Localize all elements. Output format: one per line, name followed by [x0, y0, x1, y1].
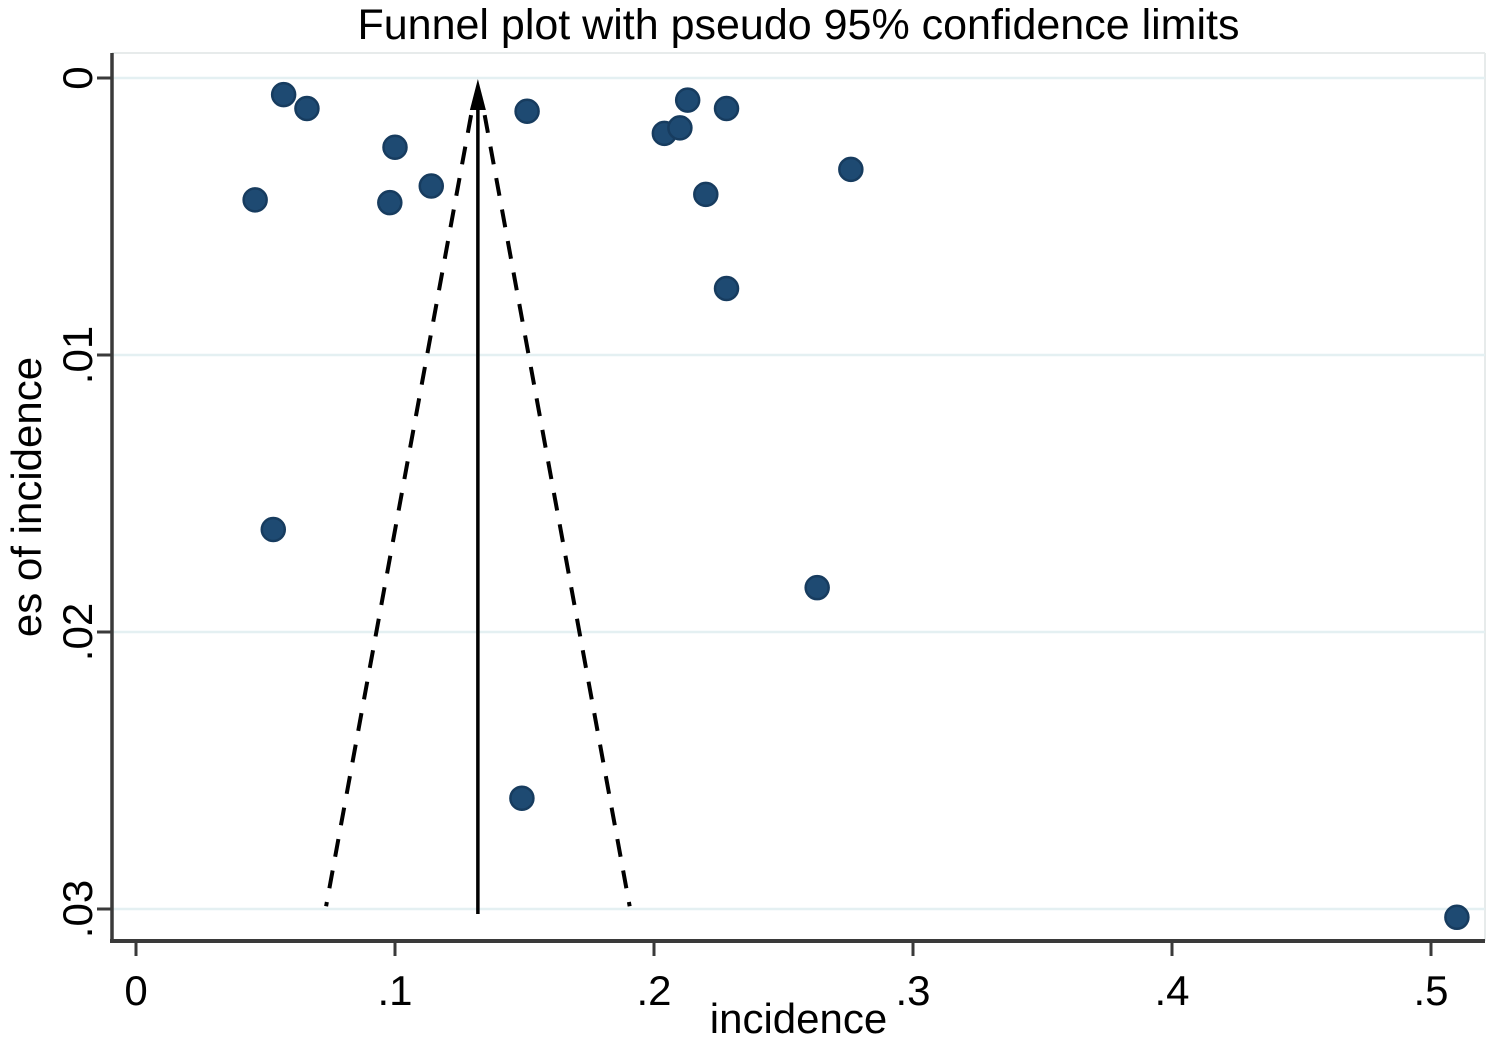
data-point-6 — [418, 173, 445, 199]
data-point-13 — [713, 275, 740, 302]
y-tick-label: .01 — [54, 326, 101, 384]
data-point-9 — [667, 115, 693, 141]
x-tick-label: .1 — [377, 967, 412, 1014]
x-axis-title: incidence — [709, 995, 888, 1042]
data-point-10 — [674, 87, 701, 113]
data-point-3 — [382, 134, 408, 160]
x-tick-label: .5 — [1413, 967, 1448, 1014]
data-point-11 — [713, 95, 740, 122]
x-tick-label: .4 — [1154, 967, 1189, 1014]
y-tick-label: .02 — [54, 603, 101, 661]
data-point-18 — [1444, 904, 1470, 931]
data-point-5 — [377, 189, 403, 216]
funnel-left-ci-line — [324, 114, 474, 907]
chart-title: Funnel plot with pseudo 95% confidence l… — [357, 1, 1240, 49]
data-point-1 — [270, 81, 297, 108]
data-point-17 — [509, 785, 535, 811]
data-point-16 — [804, 574, 830, 601]
x-tick-label: 0 — [124, 967, 147, 1014]
x-tick-label: .2 — [636, 967, 671, 1014]
y-tick-label: 0 — [54, 66, 101, 89]
data-point-12 — [693, 181, 719, 208]
arrowhead-icon — [469, 79, 486, 110]
data-point-15 — [260, 516, 287, 543]
x-tick-label: .3 — [895, 967, 930, 1014]
data-point-14 — [838, 156, 864, 183]
y-tick-label: .03 — [54, 880, 101, 938]
data-point-2 — [294, 95, 320, 122]
data-point-4 — [242, 187, 268, 213]
funnel-right-ci-line — [482, 114, 632, 907]
data-point-7 — [514, 98, 540, 124]
